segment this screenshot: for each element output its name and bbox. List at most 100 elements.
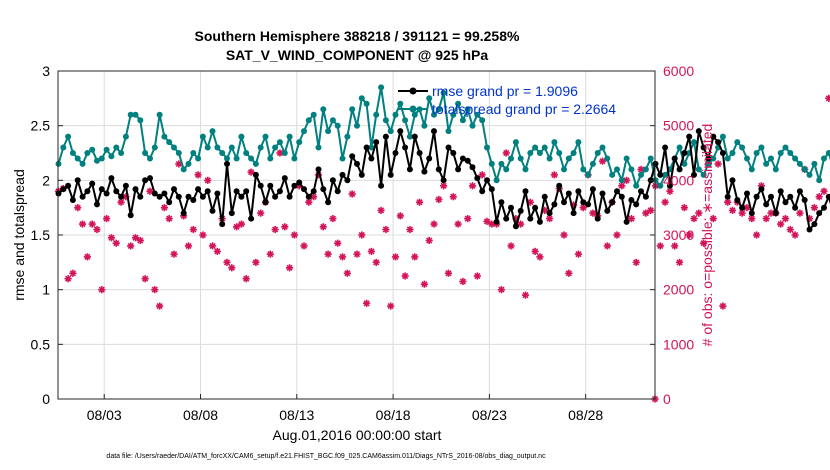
totalspread-point xyxy=(541,144,548,151)
totalspread-point xyxy=(421,122,428,129)
obs-point xyxy=(401,272,409,280)
rmse-point xyxy=(127,212,134,219)
rmse-point xyxy=(175,193,182,200)
rmse-point xyxy=(580,199,587,206)
rmse-point xyxy=(700,144,707,151)
y-right-tick-label: 0 xyxy=(663,391,671,407)
rmse-point xyxy=(455,166,462,173)
obs-point xyxy=(521,291,530,299)
rmse-point xyxy=(734,197,741,203)
obs-point xyxy=(228,264,236,272)
totalspread-point xyxy=(257,144,264,151)
totalspread-point xyxy=(551,139,558,146)
totalspread-point xyxy=(782,144,789,151)
obs-point xyxy=(762,215,770,223)
rmse-point xyxy=(570,210,577,217)
obs-point xyxy=(387,302,395,310)
rmse-point xyxy=(666,182,673,189)
rmse-point xyxy=(469,164,476,171)
totalspread-point xyxy=(753,150,760,156)
rmse-point xyxy=(199,193,206,200)
y-axis-right: 0 1000 2000 3000 4000 5000 6000 xyxy=(650,63,694,407)
rmse-point xyxy=(589,186,596,193)
totalspread-point xyxy=(431,111,437,118)
totalspread-point xyxy=(305,117,312,124)
totalspread-point xyxy=(676,144,683,151)
totalspread-point xyxy=(368,144,375,151)
obs-point xyxy=(266,250,274,258)
totalspread-point xyxy=(748,166,755,173)
totalspread-point xyxy=(272,144,279,151)
totalspread-point xyxy=(821,155,827,162)
totalspread-point xyxy=(74,155,81,162)
rmse-point xyxy=(103,190,110,197)
obs-point xyxy=(204,176,212,184)
totalspread-point xyxy=(811,160,818,167)
totalspread-point xyxy=(739,144,746,151)
totalspread-point xyxy=(354,122,360,129)
totalspread-point xyxy=(575,139,582,146)
rmse-point xyxy=(493,218,500,225)
rmse-point xyxy=(286,193,293,200)
rmse-point xyxy=(248,215,255,222)
totalspread-point xyxy=(512,139,519,146)
totalspread-point xyxy=(792,155,799,162)
obs-point xyxy=(334,239,342,247)
rmse-point xyxy=(633,201,640,208)
y-axis-right-label: # of obs: o=possible; ∗=assimilated xyxy=(699,124,715,347)
obs-point xyxy=(372,258,380,266)
obs-point xyxy=(199,231,207,239)
totalspread-point xyxy=(479,117,486,124)
obs-point xyxy=(550,171,558,179)
obs-point xyxy=(233,223,241,231)
rmse-point xyxy=(329,177,336,184)
rmse-point xyxy=(243,188,250,195)
totalspread-point xyxy=(426,95,433,102)
obs-point xyxy=(252,258,260,266)
obs-point xyxy=(430,220,438,228)
rmse-point xyxy=(445,144,452,151)
rmse-point xyxy=(488,186,495,193)
totalspread-point xyxy=(691,139,697,146)
obs-point xyxy=(415,198,424,206)
totalspread-point xyxy=(469,122,476,129)
rmse-point xyxy=(758,186,765,193)
obs-point xyxy=(483,217,491,225)
rmse-point xyxy=(575,188,582,195)
y-left-tick-label: 2.5 xyxy=(31,118,51,134)
totalspread-point xyxy=(301,128,307,135)
obs-point xyxy=(743,204,751,212)
rmse-point xyxy=(691,171,697,178)
totalspread-point xyxy=(190,150,197,156)
legend-totalspread-marker xyxy=(409,105,417,113)
rmse-point xyxy=(387,171,394,178)
obs-point xyxy=(502,149,510,157)
rmse-point xyxy=(98,186,105,193)
rmse-point xyxy=(276,188,283,195)
obs-point xyxy=(642,209,650,217)
totalspread-point xyxy=(276,139,283,146)
totalspread-point xyxy=(565,155,572,162)
totalspread-point xyxy=(219,150,226,156)
totalspread-point xyxy=(151,144,158,151)
obs-point xyxy=(247,168,255,176)
obs-point xyxy=(103,215,111,223)
rmse-point xyxy=(305,193,312,200)
rmse-point xyxy=(301,186,307,193)
rmse-point xyxy=(84,188,91,195)
obs-point xyxy=(425,236,433,245)
rmse-point xyxy=(402,144,409,151)
rmse-point xyxy=(224,160,230,167)
totalspread-point xyxy=(224,155,230,162)
rmse-point xyxy=(233,188,240,195)
totalspread-point xyxy=(618,177,625,184)
obs-point xyxy=(454,220,462,228)
rmse-point xyxy=(464,157,471,164)
obs-point xyxy=(680,204,688,212)
rmse-point xyxy=(719,150,726,156)
obs-point xyxy=(435,195,443,204)
totalspread-point xyxy=(243,150,250,156)
totalspread-point xyxy=(527,150,534,156)
obs-point xyxy=(88,220,96,228)
rmse-series xyxy=(55,128,830,233)
